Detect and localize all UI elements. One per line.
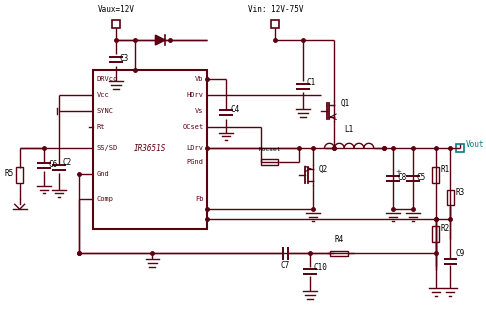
Bar [272,20,279,28]
Text: SYNC: SYNC [96,108,113,114]
Bar [16,167,23,183]
Text: Rt: Rt [96,124,105,130]
Text: SS/SD: SS/SD [96,145,118,151]
Text: C8: C8 [398,173,407,182]
Text: Q1: Q1 [340,99,349,108]
Text: C9: C9 [455,249,465,258]
Text: Rocset: Rocset [258,147,281,152]
Text: Q2: Q2 [319,165,328,174]
Text: C4: C4 [230,105,240,114]
Text: PGnd: PGnd [187,159,204,165]
Text: C2: C2 [63,159,72,167]
Text: Vb: Vb [195,76,204,83]
Text: R3: R3 [455,188,465,197]
Text: C10: C10 [314,263,328,272]
Text: Vcc: Vcc [96,92,109,98]
Text: C6: C6 [48,160,57,169]
Text: +: + [395,169,401,175]
Text: Vin: 12V-75V: Vin: 12V-75V [247,6,303,15]
Text: R2: R2 [441,224,450,233]
Bar [432,226,439,242]
Text: C7: C7 [280,261,290,270]
Bar [112,20,120,28]
Bar [432,167,439,183]
Text: Comp: Comp [96,196,113,202]
Text: Fb: Fb [195,196,204,202]
Text: DRVcc: DRVcc [96,76,118,83]
Text: L1: L1 [345,125,354,135]
Text: IR3651S: IR3651S [134,144,166,153]
Text: HDrv: HDrv [187,92,204,98]
Text: LDrv: LDrv [187,145,204,151]
Bar [260,159,278,165]
Text: R5: R5 [4,169,14,178]
Text: Vs: Vs [195,108,204,114]
Polygon shape [156,35,165,45]
Bar [330,251,348,256]
Text: Vout: Vout [466,140,485,149]
Text: C3: C3 [120,54,129,63]
Text: Vaux=12V: Vaux=12V [98,6,135,15]
Bar [93,70,207,229]
Text: R1: R1 [441,165,450,175]
Text: C1: C1 [307,78,316,87]
Text: Gnd: Gnd [96,171,109,177]
Text: OCset: OCset [182,124,204,130]
Bar [456,144,464,152]
Text: R4: R4 [335,235,344,244]
Bar [447,189,454,205]
Text: C5: C5 [417,173,426,182]
